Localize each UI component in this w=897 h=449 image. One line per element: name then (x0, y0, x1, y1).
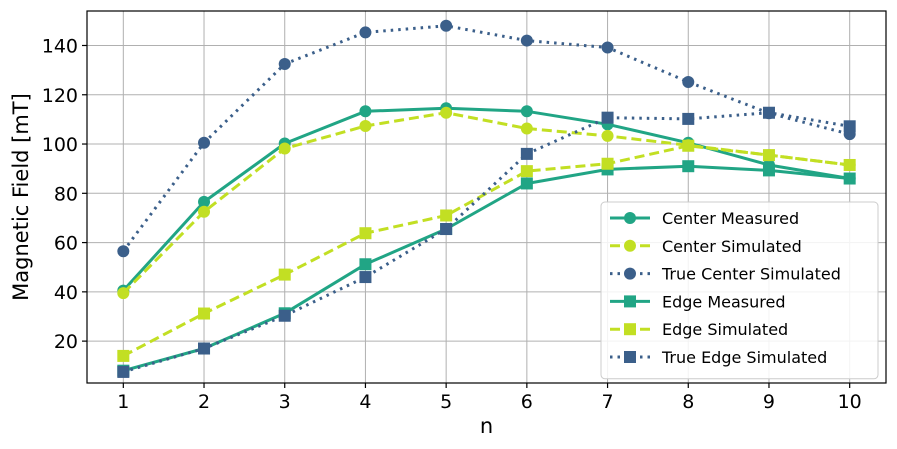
series-line (122, 144, 850, 358)
series-true-edge-simulated (117, 106, 856, 378)
legend-label: True Center Simulated (661, 265, 841, 284)
data-point (359, 271, 372, 284)
axis-ticks: 1 2 3 4 5 6 7 8 9 10 20 40 60 80 100 120 140 (42, 35, 862, 413)
x-tick-label: 2 (198, 391, 210, 413)
data-point (601, 157, 614, 170)
data-point (682, 112, 695, 125)
legend-marker (624, 351, 636, 363)
data-point (520, 165, 533, 178)
legend-label: Center Simulated (662, 237, 802, 256)
data-point (843, 158, 856, 171)
x-tick-label: 6 (521, 391, 533, 413)
data-point (520, 147, 533, 160)
y-tick-label: 120 (42, 85, 78, 107)
x-tick-label: 8 (682, 391, 694, 413)
legend: Center Measured Center Simulated True Cent… (600, 201, 879, 380)
y-tick-label: 40 (54, 282, 78, 304)
x-tick-label: 5 (440, 391, 452, 413)
legend-box (600, 201, 879, 380)
y-tick-label: 140 (42, 35, 78, 57)
legend-label: Edge Simulated (662, 320, 788, 339)
data-point (359, 227, 372, 240)
legend-label: Edge Measured (662, 292, 786, 311)
data-point (843, 172, 856, 185)
legend-marker (624, 212, 636, 224)
legend-marker (624, 239, 636, 252)
y-tick-label: 100 (42, 134, 78, 156)
legend-entry: True Center Simulated (610, 265, 841, 284)
data-point (440, 19, 453, 32)
series-layer (117, 19, 856, 378)
data-point (682, 139, 695, 152)
data-point (440, 106, 453, 119)
series-line (122, 106, 850, 292)
legend-entry: Center Simulated (610, 237, 802, 256)
x-tick-label: 4 (359, 391, 371, 413)
data-point (278, 309, 291, 322)
legend-entry: True Edge Simulated (610, 348, 827, 367)
data-point (843, 120, 856, 133)
data-point (117, 245, 130, 258)
legend-entry: Edge Simulated (610, 320, 788, 339)
data-point (440, 223, 453, 236)
series-edge-simulated (117, 139, 856, 362)
legend-marker (624, 295, 636, 308)
data-point (117, 287, 130, 300)
legend-marker (624, 323, 636, 336)
data-point (520, 122, 533, 135)
data-point (682, 75, 695, 88)
legend-entry: Edge Measured (610, 292, 786, 311)
data-point (198, 205, 211, 218)
data-point (117, 349, 130, 362)
data-point (762, 164, 775, 177)
data-point (117, 365, 130, 378)
y-axis-label: Magnetic Field [mT] (9, 93, 33, 301)
x-tick-label: 10 (838, 391, 862, 413)
data-point (198, 136, 211, 149)
data-point (359, 120, 372, 133)
plot-area-frame (86, 10, 887, 384)
data-point (762, 106, 775, 119)
x-tick-label: 1 (117, 391, 129, 413)
data-point (278, 142, 291, 155)
data-point (278, 57, 291, 70)
data-point (198, 195, 211, 208)
data-point (278, 268, 291, 281)
x-axis-label: n (480, 414, 493, 438)
x-tick-label: 3 (279, 391, 291, 413)
data-point (198, 307, 211, 320)
y-tick-label: 60 (54, 233, 78, 255)
legend-entry: Center Measured (610, 209, 799, 228)
data-point (520, 177, 533, 190)
x-tick-label: 9 (763, 391, 775, 413)
legend-label: Center Measured (662, 209, 799, 228)
x-tick-label: 7 (602, 391, 614, 413)
data-point (601, 129, 614, 142)
data-point (682, 160, 695, 173)
data-point (762, 149, 775, 162)
data-point (198, 342, 211, 355)
data-point (520, 105, 533, 118)
data-point (359, 105, 372, 118)
data-point (520, 34, 533, 47)
data-point (359, 258, 372, 271)
data-point (359, 26, 372, 39)
y-tick-label: 80 (54, 183, 78, 205)
data-point (440, 209, 453, 222)
data-point (601, 41, 614, 54)
y-tick-label: 20 (54, 331, 78, 353)
series-line (122, 111, 850, 374)
legend-label: True Edge Simulated (661, 348, 827, 367)
data-point (601, 111, 614, 124)
legend-marker (624, 267, 636, 280)
